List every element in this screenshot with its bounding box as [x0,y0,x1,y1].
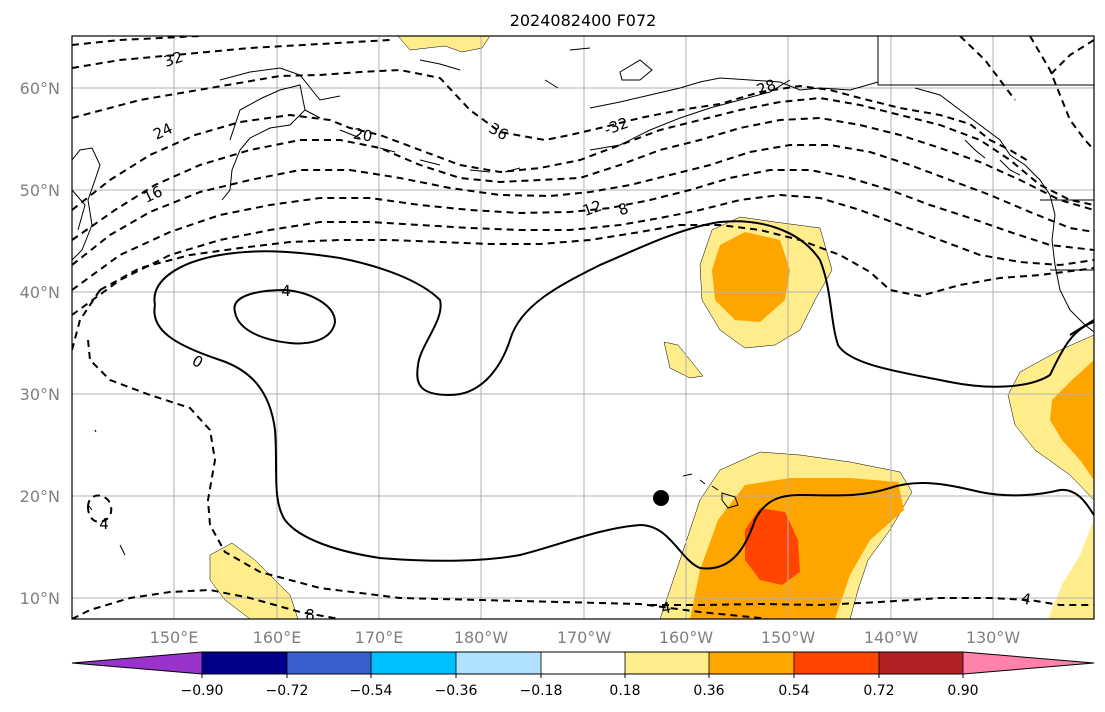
storm-position-dot [653,490,669,506]
contour-label: 20 [352,125,374,146]
lon-label: 170°E [355,628,404,647]
map-area: 32 24 20 16 36 -32 28 12 8 4 0 4 8 4 4 [72,36,1094,624]
shade-central-orange [712,232,790,322]
shade-se-yellow [1048,520,1094,619]
contour-four-loop [233,288,337,345]
shaded-anomalies [209,36,1094,619]
lat-label: 50°N [20,181,60,200]
colorbar-tick-label: −0.90 [181,683,224,699]
dashed-contours [72,36,1094,619]
coast-hawaii [682,473,739,509]
colorbar-tick-label: 0.54 [778,683,809,699]
colorbar-segment [963,652,1094,674]
contour-label: 4 [660,598,673,617]
map-frame [71,35,1095,620]
colorbar-tick-label: 0.36 [693,683,724,699]
colorbar-segment [287,652,371,674]
colorbar-segment [202,652,287,674]
shade-sw-yellow [209,542,299,619]
coast-alaska [544,47,879,151]
lon-label: 140°W [864,628,919,647]
colorbar-tick-label: 0.90 [947,683,978,699]
colorbar-segment [72,652,202,674]
colorbar-segment [541,652,625,674]
colorbar-tick-label: −0.72 [266,683,309,699]
colorbar-dividers [201,652,964,674]
longitude-labels: 150°E 160°E 170°E 180°W 170°W 160°W 150°… [150,628,1021,647]
lat-label: 10°N [20,589,60,608]
colorbar-segment [709,652,794,674]
colorbar-tick-label: 0.72 [863,683,894,699]
lon-label: 180°W [454,628,509,647]
colorbar-segment [625,652,709,674]
lon-label: 150°E [150,628,199,647]
contour-label: 4 [99,515,109,533]
colorbar-tick-label: −0.18 [520,683,563,699]
colorbar-tick-label: 0.18 [609,683,640,699]
contour-label: 4 [1019,589,1032,609]
lat-label: 30°N [20,385,60,404]
coast-aleutians [339,129,521,173]
solid-contours [153,220,1094,570]
colorbar-ticks: −0.90 −0.72 −0.54 −0.36 −0.18 0.18 0.36 0.54 0.7… [181,674,979,699]
contour-label: 8 [305,606,315,624]
lat-label: 20°N [20,487,60,506]
lon-label: 160°W [659,628,714,647]
shade-north-yellow [397,36,491,53]
colorbar-segments [72,652,1094,674]
lon-label: 150°W [761,628,816,647]
shade-south-red [745,508,800,585]
lon-label: 130°W [966,628,1021,647]
coast-kamchatka [72,84,306,261]
contour-label: 28 [754,76,778,99]
colorbar-segment [456,652,541,674]
colorbar-tick-label: −0.36 [435,683,478,699]
coast-chukotka [219,59,461,119]
colorbar: −0.90 −0.72 −0.54 −0.36 −0.18 0.18 0.36 0.54 0.7… [71,651,1095,699]
contour-east-solid [1069,319,1094,336]
contour-label: 4 [281,282,291,300]
map-title: 2024082400 F072 [510,11,657,30]
contour-label: 32 [162,48,186,71]
lon-label: 170°W [557,628,612,647]
latitude-labels: 60°N 50°N 40°N 30°N 20°N 10°N [20,79,60,608]
lon-label: 160°E [253,628,302,647]
lat-label: 60°N [20,79,60,98]
colorbar-segment [371,652,456,674]
shade-east-orange [1050,360,1094,480]
colorbar-segment [879,652,963,674]
contour-label: 12 [580,197,604,220]
shade-small-yellow [663,341,704,379]
gridlines [72,36,1094,619]
lat-label: 40°N [20,283,60,302]
colorbar-segment [794,652,879,674]
colorbar-tick-label: −0.54 [350,683,393,699]
contour-zero-west [153,220,1094,397]
contour-zero-south [153,304,1094,570]
